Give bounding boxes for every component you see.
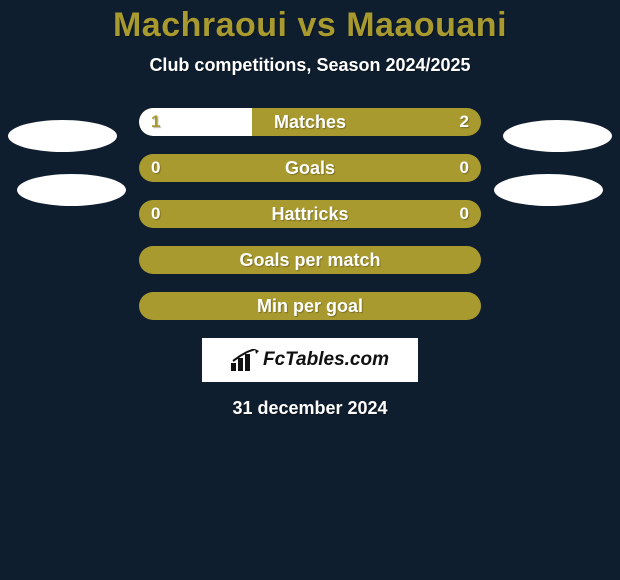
player-blob-3 (494, 174, 603, 206)
brand-text: FcTables.com (263, 349, 389, 371)
stat-row-min-per-goal: Min per goal (139, 292, 481, 320)
stat-label: Hattricks (139, 200, 481, 228)
stat-bars: 12Matches00Goals00HattricksGoals per mat… (139, 108, 481, 320)
stat-value-left: 1 (151, 108, 160, 136)
stat-value-right: 0 (460, 154, 469, 182)
page-title: Machraoui vs Maaouani (0, 6, 620, 45)
player-blob-0 (8, 120, 117, 152)
player-blob-1 (503, 120, 612, 152)
stat-value-right: 2 (460, 108, 469, 136)
brand-chart-icon (231, 349, 259, 371)
date-line: 31 december 2024 (0, 398, 620, 419)
brand-badge: FcTables.com (202, 338, 418, 382)
comparison-card: Machraoui vs Maaouani Club competitions,… (0, 0, 620, 580)
stat-row-goals: 0 0Goals (139, 154, 481, 182)
stat-label: Goals per match (139, 246, 481, 274)
subtitle: Club competitions, Season 2024/2025 (0, 55, 620, 76)
stat-value-left: 0 (151, 154, 160, 182)
stat-value-left: 0 (151, 200, 160, 228)
stat-label: Goals (139, 154, 481, 182)
stat-row-goals-per-match: Goals per match (139, 246, 481, 274)
stat-value-right: 0 (460, 200, 469, 228)
stat-row-hattricks: 0 0Hattricks (139, 200, 481, 228)
stat-row-matches: 12Matches (139, 108, 481, 136)
stat-label: Min per goal (139, 292, 481, 320)
player-blob-2 (17, 174, 126, 206)
